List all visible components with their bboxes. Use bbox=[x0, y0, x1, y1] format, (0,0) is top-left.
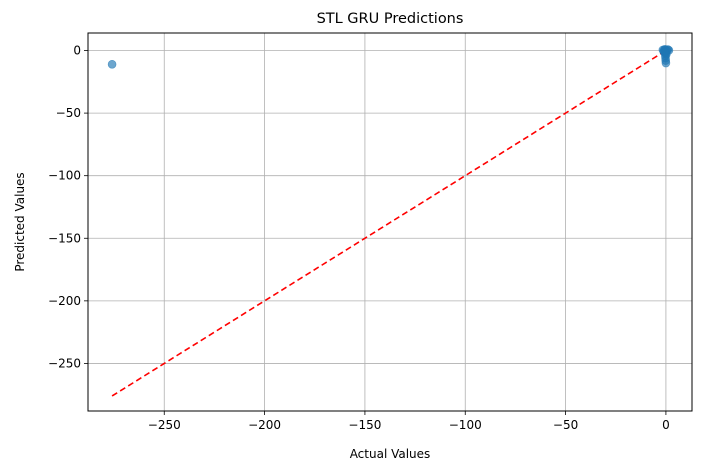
data-point bbox=[660, 48, 670, 57]
y-tick-label: −250 bbox=[48, 356, 81, 370]
data-point bbox=[661, 58, 671, 68]
chart-title: STL GRU Predictions bbox=[317, 11, 464, 27]
x-tick-label: −50 bbox=[553, 418, 578, 432]
x-tick-label: 0 bbox=[662, 418, 670, 432]
reference-line-layer bbox=[111, 47, 670, 397]
y-axis-label: Predicted Values bbox=[13, 172, 27, 271]
reference-line bbox=[111, 47, 670, 397]
plot-frame bbox=[87, 32, 693, 412]
data-point bbox=[107, 59, 117, 69]
x-axis-ticks: −250 −200 −150 −100 −50 0 bbox=[148, 411, 670, 432]
x-axis-label: Actual Values bbox=[350, 447, 431, 461]
x-tick-label: −150 bbox=[348, 418, 381, 432]
x-tick-label: −250 bbox=[148, 418, 181, 432]
x-tick-label: −100 bbox=[449, 418, 482, 432]
y-tick-label: −200 bbox=[48, 294, 81, 308]
y-tick-label: 0 bbox=[73, 44, 81, 58]
y-tick-label: −100 bbox=[48, 169, 81, 183]
points-layer bbox=[107, 44, 674, 69]
y-axis-ticks: 0 −50 −100 −150 −200 −250 bbox=[48, 44, 88, 370]
x-tick-label: −200 bbox=[248, 418, 281, 432]
grid-layer bbox=[88, 33, 692, 411]
y-tick-label: −50 bbox=[56, 106, 81, 120]
y-tick-label: −150 bbox=[48, 231, 81, 245]
